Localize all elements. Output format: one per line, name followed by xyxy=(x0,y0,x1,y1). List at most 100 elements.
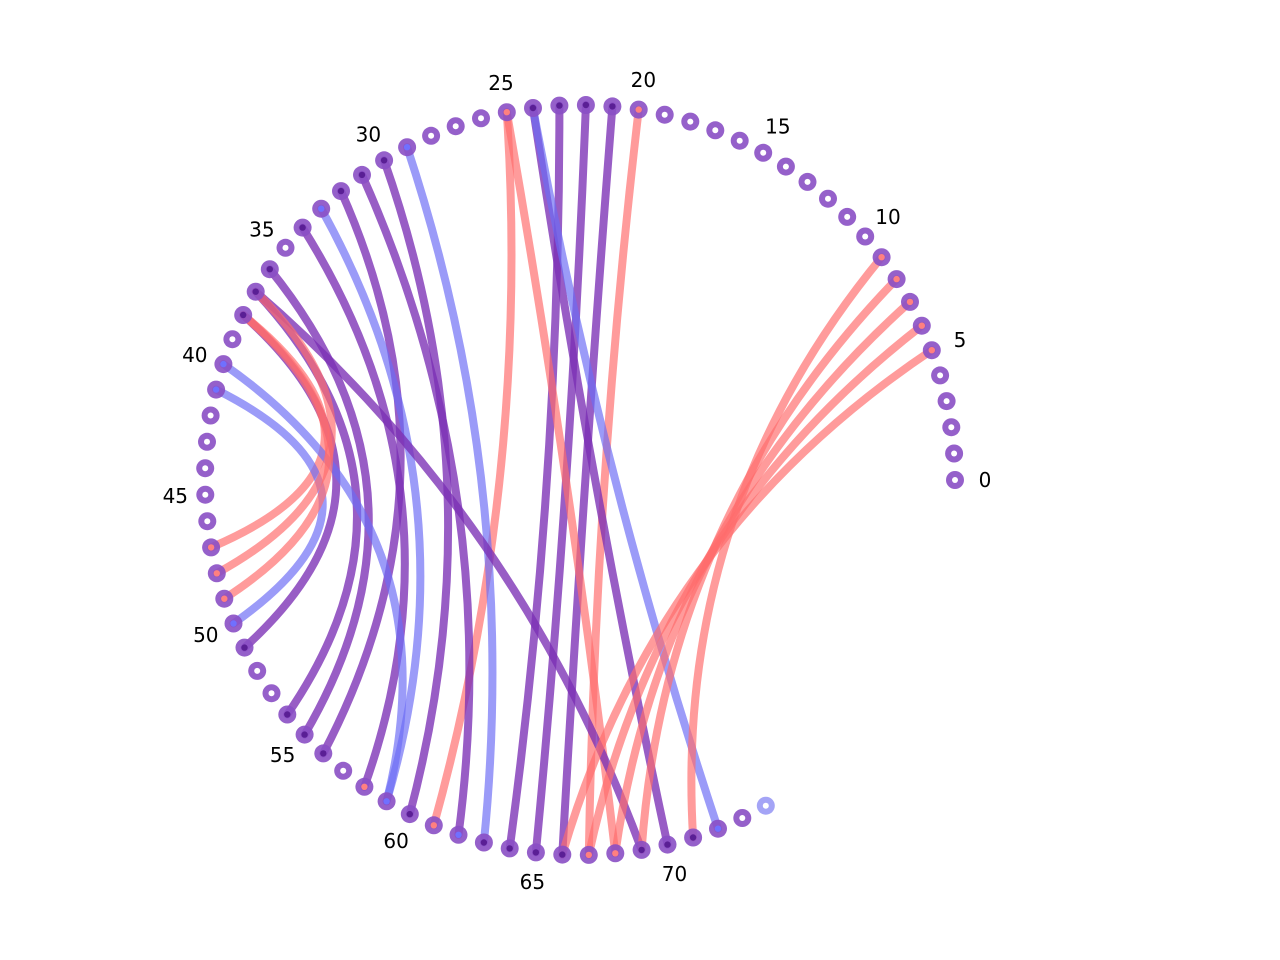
node-center-44 xyxy=(202,465,209,472)
tick-label-10: 10 xyxy=(875,205,900,229)
tick-label-layer: 0 5 10 15 20 25 30 35 40 45 50 55 60 65 70 xyxy=(163,68,992,894)
node-center-38 xyxy=(240,311,247,319)
node-center-58 xyxy=(361,783,368,790)
node-center-19 xyxy=(661,111,668,118)
node-center-74 xyxy=(762,802,769,809)
node-center-51 xyxy=(241,644,248,651)
node-center-67 xyxy=(585,851,592,859)
node-center-37 xyxy=(252,288,259,295)
chord-red-20-67 xyxy=(584,105,643,859)
node-center-39 xyxy=(229,336,236,343)
node-center-18 xyxy=(687,118,694,125)
node-center-6 xyxy=(918,322,925,329)
node-center-64 xyxy=(506,845,513,852)
node-center-33 xyxy=(318,205,325,212)
tick-label-45: 45 xyxy=(163,484,188,508)
tick-label-30: 30 xyxy=(356,123,381,147)
chord-blue-33-59 xyxy=(317,204,425,806)
node-center-70 xyxy=(664,841,671,848)
chord-purple-36-55 xyxy=(265,265,373,739)
node-center-31 xyxy=(358,171,366,179)
node-center-8 xyxy=(893,275,900,283)
node-center-35 xyxy=(282,244,289,251)
node-center-25 xyxy=(503,109,510,116)
node-center-23 xyxy=(556,102,563,109)
node-center-68 xyxy=(612,850,619,857)
node-center-53 xyxy=(268,690,275,697)
chord-purple-37-69 xyxy=(251,287,646,854)
node-center-3 xyxy=(943,398,950,405)
chord-purple-21-66 xyxy=(558,102,617,859)
node-center-50 xyxy=(230,620,237,627)
node-center-43 xyxy=(204,438,210,445)
node-center-27 xyxy=(452,123,459,130)
node-center-42 xyxy=(207,412,214,419)
node-center-61 xyxy=(430,822,437,829)
node-center-9 xyxy=(878,254,885,261)
node-center-72 xyxy=(714,825,722,832)
chord-red-8-69 xyxy=(637,275,901,854)
tick-label-50: 50 xyxy=(193,623,218,647)
chord-purple-34-58 xyxy=(298,223,409,791)
node-center-24 xyxy=(529,104,537,112)
node-center-29 xyxy=(403,144,411,151)
node-center-34 xyxy=(299,224,306,231)
tick-label-55: 55 xyxy=(270,743,295,767)
chord-red-48-37 xyxy=(212,287,336,578)
node-center-41 xyxy=(212,386,220,393)
node-center-1 xyxy=(951,450,958,457)
node-center-65 xyxy=(532,849,540,856)
node-center-69 xyxy=(638,846,645,854)
tick-label-60: 60 xyxy=(383,829,408,853)
node-center-22 xyxy=(582,101,590,109)
node-center-60 xyxy=(406,810,413,818)
node-center-26 xyxy=(478,115,484,122)
node-center-71 xyxy=(689,834,697,841)
chord-purple-30-60 xyxy=(380,156,453,819)
node-layer xyxy=(196,96,964,864)
node-center-28 xyxy=(428,132,435,139)
node-center-7 xyxy=(906,298,914,306)
chord-layer xyxy=(207,101,936,859)
node-center-45 xyxy=(202,491,209,498)
node-center-52 xyxy=(254,667,261,674)
node-center-10 xyxy=(862,233,869,240)
chord-blue-29-63 xyxy=(403,143,497,847)
node-center-17 xyxy=(712,127,719,134)
tick-label-20: 20 xyxy=(631,68,656,92)
chord-purple-23-64 xyxy=(505,101,564,853)
tick-label-5: 5 xyxy=(954,328,967,352)
node-center-2 xyxy=(948,424,955,431)
chord-blue-40-59 xyxy=(219,360,407,806)
node-center-54 xyxy=(284,711,291,718)
node-center-47 xyxy=(207,544,215,551)
tick-label-15: 15 xyxy=(765,115,790,139)
node-center-0 xyxy=(952,477,958,483)
node-center-46 xyxy=(204,518,211,525)
node-center-12 xyxy=(825,195,831,202)
node-center-36 xyxy=(266,266,273,273)
node-center-73 xyxy=(739,815,746,821)
node-center-30 xyxy=(380,157,388,164)
node-center-16 xyxy=(736,137,743,144)
node-center-63 xyxy=(480,839,488,846)
node-center-57 xyxy=(340,767,347,774)
tick-label-40: 40 xyxy=(182,343,207,367)
tick-label-70: 70 xyxy=(662,862,687,886)
node-center-48 xyxy=(213,570,220,577)
node-center-5 xyxy=(928,347,935,354)
node-center-13 xyxy=(804,178,811,185)
node-center-15 xyxy=(760,149,767,156)
node-center-62 xyxy=(455,831,462,838)
node-center-56 xyxy=(320,750,327,757)
chord-red-25-61 xyxy=(429,108,516,830)
node-center-32 xyxy=(337,187,345,195)
node-center-14 xyxy=(782,163,789,170)
node-center-49 xyxy=(221,595,228,602)
node-center-66 xyxy=(559,851,566,858)
node-center-21 xyxy=(609,103,616,110)
tick-label-0: 0 xyxy=(979,468,992,492)
node-center-11 xyxy=(844,213,851,220)
node-center-55 xyxy=(301,731,308,738)
